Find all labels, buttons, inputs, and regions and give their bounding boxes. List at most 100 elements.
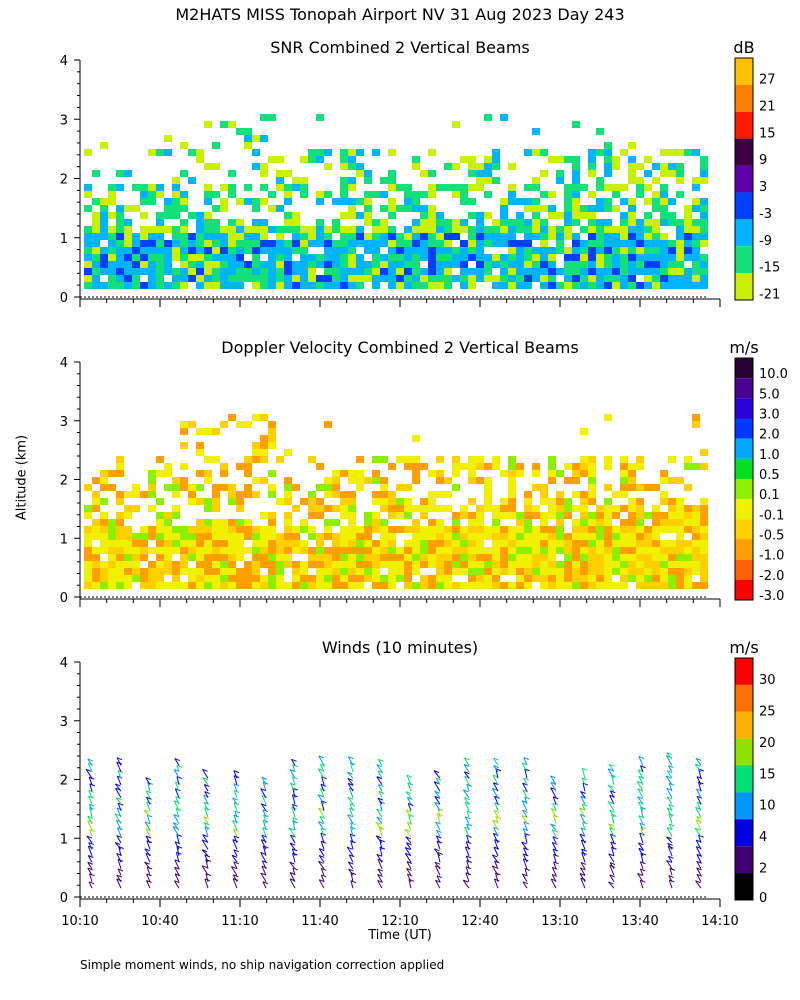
wind-barb xyxy=(348,868,354,876)
field-cell xyxy=(692,205,700,212)
wind-barb xyxy=(464,846,470,857)
field-cell xyxy=(556,247,564,254)
field-cell xyxy=(196,226,204,233)
wind-barb xyxy=(580,791,586,799)
field-cell xyxy=(676,533,684,540)
field-cell xyxy=(556,519,564,526)
field-cell xyxy=(532,554,540,561)
field-cell xyxy=(524,561,532,568)
field-cell xyxy=(388,205,396,212)
field-cell xyxy=(228,540,236,547)
wind-barb xyxy=(609,874,615,882)
field-cell xyxy=(372,582,380,589)
field-cell xyxy=(252,240,260,247)
colorbar-swatch xyxy=(735,792,753,820)
field-cell xyxy=(316,484,324,491)
field-cell xyxy=(620,226,628,233)
field-cell xyxy=(644,268,652,275)
field-cell xyxy=(460,184,468,191)
wind-barb xyxy=(377,880,383,889)
field-cell xyxy=(276,547,284,554)
field-cell xyxy=(260,540,268,547)
wind-barb xyxy=(347,861,354,870)
wind-barb-feather xyxy=(232,797,238,801)
wind-barb xyxy=(637,796,644,805)
field-cell xyxy=(684,233,692,240)
wind-barb xyxy=(292,867,296,876)
field-cell xyxy=(564,254,572,261)
field-cell xyxy=(548,254,556,261)
field-cell xyxy=(148,561,156,568)
wind-barb-feather xyxy=(88,789,94,793)
wind-barb-feather xyxy=(289,769,296,772)
wind-barb xyxy=(260,852,267,863)
field-cell xyxy=(92,575,100,582)
field-cell xyxy=(268,114,276,121)
field-cell xyxy=(660,247,668,254)
field-cell xyxy=(244,247,252,254)
field-cell xyxy=(132,568,140,575)
field-cell xyxy=(484,114,492,121)
x-tick-label: 11:40 xyxy=(301,914,338,929)
field-cell xyxy=(660,170,668,177)
field-cell xyxy=(236,254,244,261)
field-cell xyxy=(220,184,228,191)
field-cell xyxy=(468,547,476,554)
wind-barb-feather xyxy=(379,846,386,850)
wind-barb xyxy=(87,861,93,870)
field-cell xyxy=(660,498,668,505)
field-cell xyxy=(492,540,500,547)
field-cell xyxy=(692,582,700,589)
field-cell xyxy=(252,561,260,568)
field-cell xyxy=(628,463,636,470)
wind-barb xyxy=(117,770,122,779)
field-cell xyxy=(244,484,252,491)
field-cell xyxy=(388,261,396,268)
field-cell xyxy=(420,533,428,540)
field-cell xyxy=(156,254,164,261)
wind-barb-feather xyxy=(379,839,385,843)
field-cell xyxy=(332,505,340,512)
field-cell xyxy=(596,519,604,526)
field-cell xyxy=(324,554,332,561)
field-cell xyxy=(588,470,596,477)
field-cell xyxy=(644,219,652,226)
field-cell xyxy=(316,505,324,512)
field-cell xyxy=(580,512,588,519)
field-cell xyxy=(244,470,252,477)
field-cell xyxy=(668,240,676,247)
field-cell xyxy=(628,268,636,275)
field-cell xyxy=(172,575,180,582)
field-cell xyxy=(308,582,316,589)
wind-barb xyxy=(493,846,499,857)
field-cell xyxy=(340,575,348,582)
field-cell xyxy=(316,275,324,282)
field-cell xyxy=(92,247,100,254)
field-cell xyxy=(412,568,420,575)
field-cell xyxy=(252,275,260,282)
wind-barb-feather xyxy=(320,763,326,767)
wind-barb xyxy=(494,802,499,811)
wind-barb xyxy=(522,853,528,863)
wind-barb xyxy=(116,878,122,889)
wind-barb-feather xyxy=(377,874,383,877)
field-cell xyxy=(676,554,684,561)
field-cell xyxy=(628,261,636,268)
field-cell xyxy=(220,247,228,254)
wind-barb xyxy=(666,770,673,779)
field-cell xyxy=(588,226,596,233)
wind-barb-feather xyxy=(233,861,239,865)
field-cell xyxy=(676,547,684,554)
field-cell xyxy=(172,268,180,275)
wind-barb-feather xyxy=(551,873,558,877)
field-cell xyxy=(84,540,92,547)
field-cell xyxy=(588,247,596,254)
wind-barb xyxy=(346,771,354,779)
field-cell xyxy=(188,247,196,254)
field-cell xyxy=(100,233,108,240)
wind-barb xyxy=(176,834,180,844)
field-cell xyxy=(444,254,452,261)
field-cell xyxy=(132,554,140,561)
field-cell xyxy=(380,261,388,268)
field-cell xyxy=(228,240,236,247)
